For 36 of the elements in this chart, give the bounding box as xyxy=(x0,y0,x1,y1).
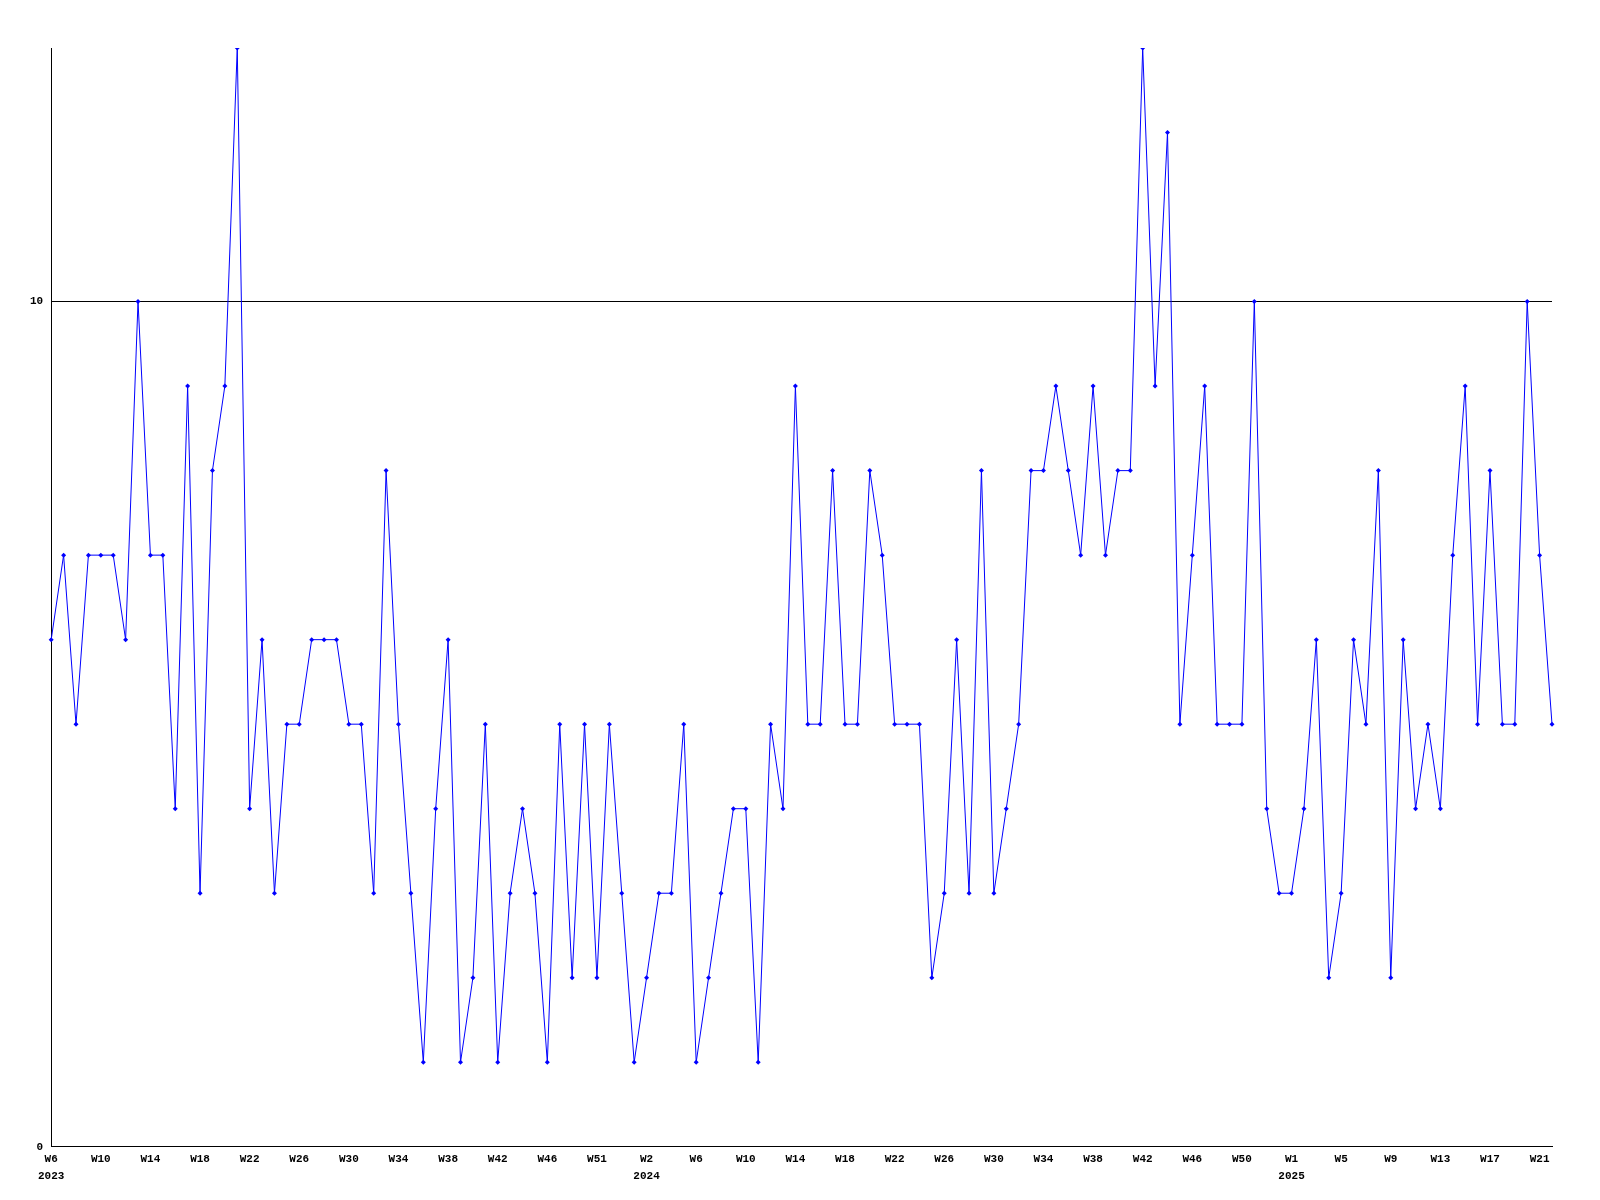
x-tick-label: W30 xyxy=(983,1153,1004,1166)
x-tick-label: W13 xyxy=(1430,1153,1451,1166)
x-tick-label: W38 xyxy=(1083,1153,1104,1166)
text: 2024 xyxy=(633,1170,661,1183)
text: 2023 xyxy=(38,1170,65,1183)
x-tick-label: W38 xyxy=(438,1153,459,1166)
x-tick-label: W9 xyxy=(1384,1153,1398,1166)
x-tick-label: W21 xyxy=(1529,1153,1550,1166)
text: 2025 xyxy=(1278,1170,1306,1183)
x-tick-label: W2 xyxy=(639,1153,654,1166)
x-tick-label: W46 xyxy=(1182,1153,1203,1166)
x-tick-label: W6 xyxy=(689,1153,703,1166)
x-tick-label: W6 xyxy=(44,1153,58,1166)
x-tick-label: W22 xyxy=(884,1153,905,1166)
x-tick-label: W42 xyxy=(487,1153,508,1166)
x-tick-label: W30 xyxy=(338,1153,359,1166)
x-tick-label: W14 xyxy=(785,1153,806,1166)
x-tick-label: W10 xyxy=(90,1153,111,1166)
x-tick-label: W17 xyxy=(1480,1153,1500,1166)
x-tick-label: W18 xyxy=(835,1153,856,1166)
x-tick-label: W51 xyxy=(587,1153,608,1166)
x-tick-label: W50 xyxy=(1232,1153,1252,1166)
x-tick-label: W18 xyxy=(190,1153,211,1166)
x-tick-label: W10 xyxy=(735,1153,756,1166)
y-tick-label: 10 xyxy=(30,295,44,308)
x-tick-label: W34 xyxy=(388,1153,409,1166)
x-tick-label: W26 xyxy=(934,1153,955,1166)
x-tick-label: W14 xyxy=(140,1153,161,1166)
x-tick-label: W34 xyxy=(1033,1153,1054,1166)
y-tick-label: 0 xyxy=(36,1140,44,1153)
x-tick-label: W22 xyxy=(239,1153,260,1166)
x-tick-label: W42 xyxy=(1132,1153,1153,1166)
x-tick-label: W46 xyxy=(537,1153,558,1166)
x-tick-label: W26 xyxy=(289,1153,310,1166)
x-tick-label: W1 xyxy=(1284,1153,1299,1166)
x-tick-label: W5 xyxy=(1334,1153,1349,1166)
